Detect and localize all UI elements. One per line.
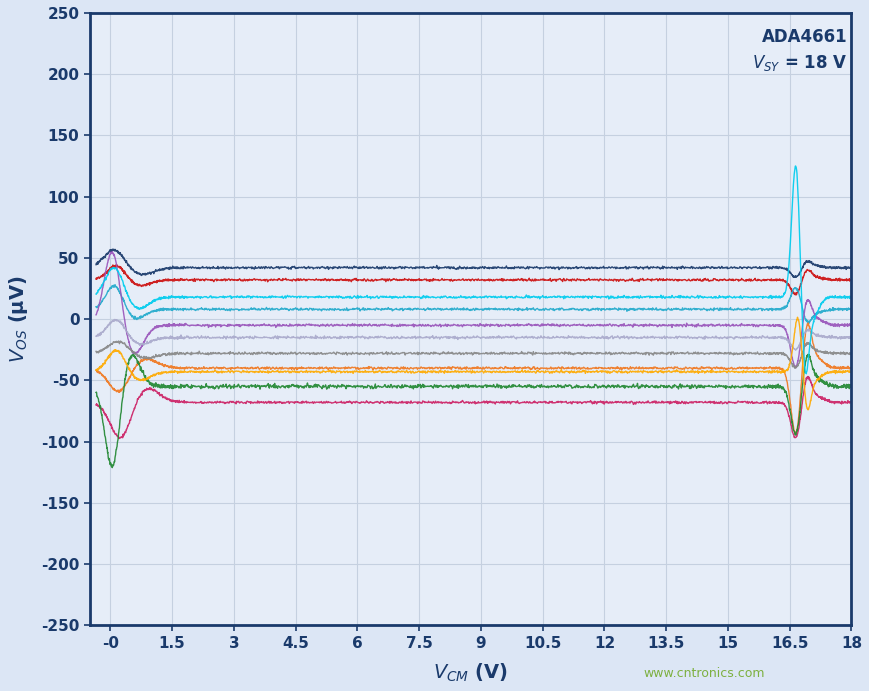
Text: www.cntronics.com: www.cntronics.com bbox=[643, 668, 765, 680]
X-axis label: $V_{CM}$ (V): $V_{CM}$ (V) bbox=[433, 662, 508, 684]
Text: ADA4661
$V_{SY}$ = 18 V: ADA4661 $V_{SY}$ = 18 V bbox=[752, 28, 847, 73]
Y-axis label: $V_{OS}$ (μV): $V_{OS}$ (μV) bbox=[7, 275, 30, 363]
